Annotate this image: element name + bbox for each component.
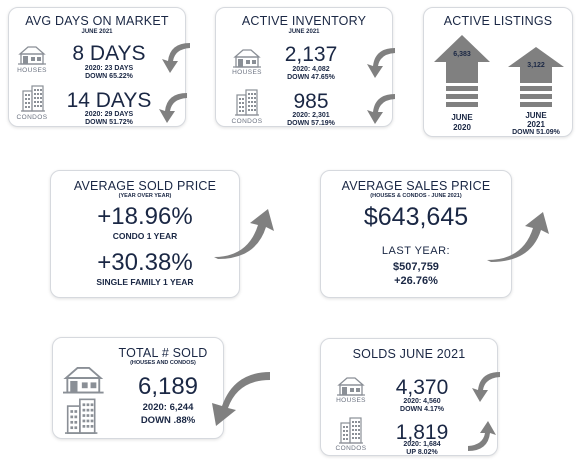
houses-label: HOUSES xyxy=(336,397,366,404)
curved-arrow-up-icon xyxy=(487,212,549,262)
total-sold-title: TOTAL # SOLD xyxy=(118,346,208,360)
avg-sales-subtitle: (HOUSES & CONDOS - JUNE 2021) xyxy=(370,193,462,199)
condos-label: CONDOS xyxy=(335,445,367,452)
avg-sold-price-card: AVERAGE SOLD PRICE (YEAR OVER YEAR) +18.… xyxy=(50,170,240,298)
condos-inventory-change: DOWN 57.19% xyxy=(287,120,335,127)
single-family-change-value: +30.38% xyxy=(97,249,193,276)
listings-2021-year: 2021 xyxy=(527,120,545,129)
curved-arrow-up-icon xyxy=(214,209,274,259)
condos-days-prev: 2020: 29 DAYS xyxy=(84,111,134,118)
listings-2020-month: JUNE xyxy=(451,113,473,122)
condos-label: CONDOS xyxy=(16,114,48,121)
curved-arrow-down-icon xyxy=(159,93,187,123)
condos-sold-value: 1,819 xyxy=(395,421,449,444)
listings-2020-value: 6,383 xyxy=(453,51,471,58)
condo-change-label: CONDO 1 YEAR xyxy=(112,231,178,241)
condo-building-icon xyxy=(234,89,260,116)
houses-inventory-prev: 2020: 4,082 xyxy=(292,66,330,73)
houses-inventory-change: DOWN 47.65% xyxy=(287,74,335,81)
houses-days-prev: 2020: 23 DAYS xyxy=(84,65,134,72)
total-sold-subtitle: (HOUSES AND CONDOS) xyxy=(130,360,196,366)
house-icon xyxy=(17,46,47,65)
curved-arrow-up-icon xyxy=(468,421,496,451)
last-year-label: LAST YEAR: xyxy=(381,245,451,257)
avg-sold-subtitle: (YEAR OVER YEAR) xyxy=(118,193,172,199)
listings-2021-month: JUNE xyxy=(525,111,547,120)
curved-arrow-down-icon xyxy=(472,372,500,402)
curved-arrow-down-icon xyxy=(212,372,270,426)
houses-days-change: DOWN 65.22% xyxy=(85,73,133,80)
houses-sold-value: 4,370 xyxy=(395,376,449,399)
listings-2021-value: 3,122 xyxy=(527,62,545,69)
avg-days-subtitle: JUNE 2021 xyxy=(81,29,113,35)
active-listings-title: ACTIVE LISTINGS xyxy=(443,14,553,28)
block-arrow-up-icon xyxy=(434,35,490,107)
curved-arrow-down-icon xyxy=(367,94,395,124)
active-inventory-title: ACTIVE INVENTORY xyxy=(241,14,367,28)
condo-change-value: +18.96% xyxy=(97,203,193,230)
solds-june-card: SOLDS JUNE 2021 HOUSES 4,370 2020: 4,560… xyxy=(320,338,498,456)
condos-days-value: 14 DAYS xyxy=(66,89,152,112)
listings-2020-year: 2020 xyxy=(453,123,471,132)
house-icon xyxy=(336,377,366,396)
active-listings-card: ACTIVE LISTINGS 6,383 JUNE 2020 3,122 JU… xyxy=(423,7,573,137)
condos-days-change: DOWN 51.72% xyxy=(85,119,133,126)
total-sold-change: DOWN .88% xyxy=(140,415,196,426)
active-inventory-subtitle: JUNE 2021 xyxy=(288,29,320,35)
condos-sold-change: UP 8.02% xyxy=(406,449,438,456)
total-sold-card: TOTAL # SOLD (HOUSES AND CONDOS) 6,189 2… xyxy=(52,337,224,439)
solds-june-title: SOLDS JUNE 2021 xyxy=(352,347,466,361)
houses-inventory-value: 2,137 xyxy=(284,43,338,66)
avg-sales-change: +26.76% xyxy=(394,275,438,287)
block-arrow-up-icon xyxy=(508,47,564,107)
condo-building-icon xyxy=(64,398,99,434)
condo-building-icon xyxy=(20,85,46,112)
avg-days-title: AVG DAYS ON MARKET xyxy=(25,14,169,28)
houses-days-value: 8 DAYS xyxy=(72,42,146,65)
last-year-value: $507,759 xyxy=(393,261,439,273)
condos-label: CONDOS xyxy=(231,118,263,125)
listings-change: DOWN 51.09% xyxy=(512,129,560,136)
house-icon xyxy=(232,49,262,68)
condos-inventory-value: 985 xyxy=(293,90,329,113)
houses-label: HOUSES xyxy=(232,69,262,76)
active-inventory-card: ACTIVE INVENTORY JUNE 2021 HOUSES 2,137 … xyxy=(215,7,393,127)
curved-arrow-down-icon xyxy=(162,43,190,73)
curved-arrow-down-icon xyxy=(367,48,395,78)
condos-inventory-prev: 2020: 2,301 xyxy=(292,112,330,119)
total-sold-prev: 2020: 6,244 xyxy=(142,402,194,413)
avg-sold-title: AVERAGE SOLD PRICE xyxy=(73,179,217,193)
avg-days-card: AVG DAYS ON MARKET JUNE 2021 HOUSES 8 DA… xyxy=(8,7,186,127)
condo-building-icon xyxy=(338,417,364,444)
single-family-change-label: SINGLE FAMILY 1 YEAR xyxy=(96,277,194,287)
avg-sales-title: AVERAGE SALES PRICE xyxy=(341,179,491,193)
condos-sold-prev: 2020: 1,684 xyxy=(403,441,441,448)
avg-sales-value: $643,645 xyxy=(363,203,469,231)
total-sold-value: 6,189 xyxy=(137,373,199,400)
houses-sold-prev: 2020: 4,560 xyxy=(403,398,441,405)
avg-sales-price-card: AVERAGE SALES PRICE (HOUSES & CONDOS - J… xyxy=(320,170,512,298)
houses-label: HOUSES xyxy=(17,67,47,74)
houses-sold-change: DOWN 4.17% xyxy=(400,406,444,413)
